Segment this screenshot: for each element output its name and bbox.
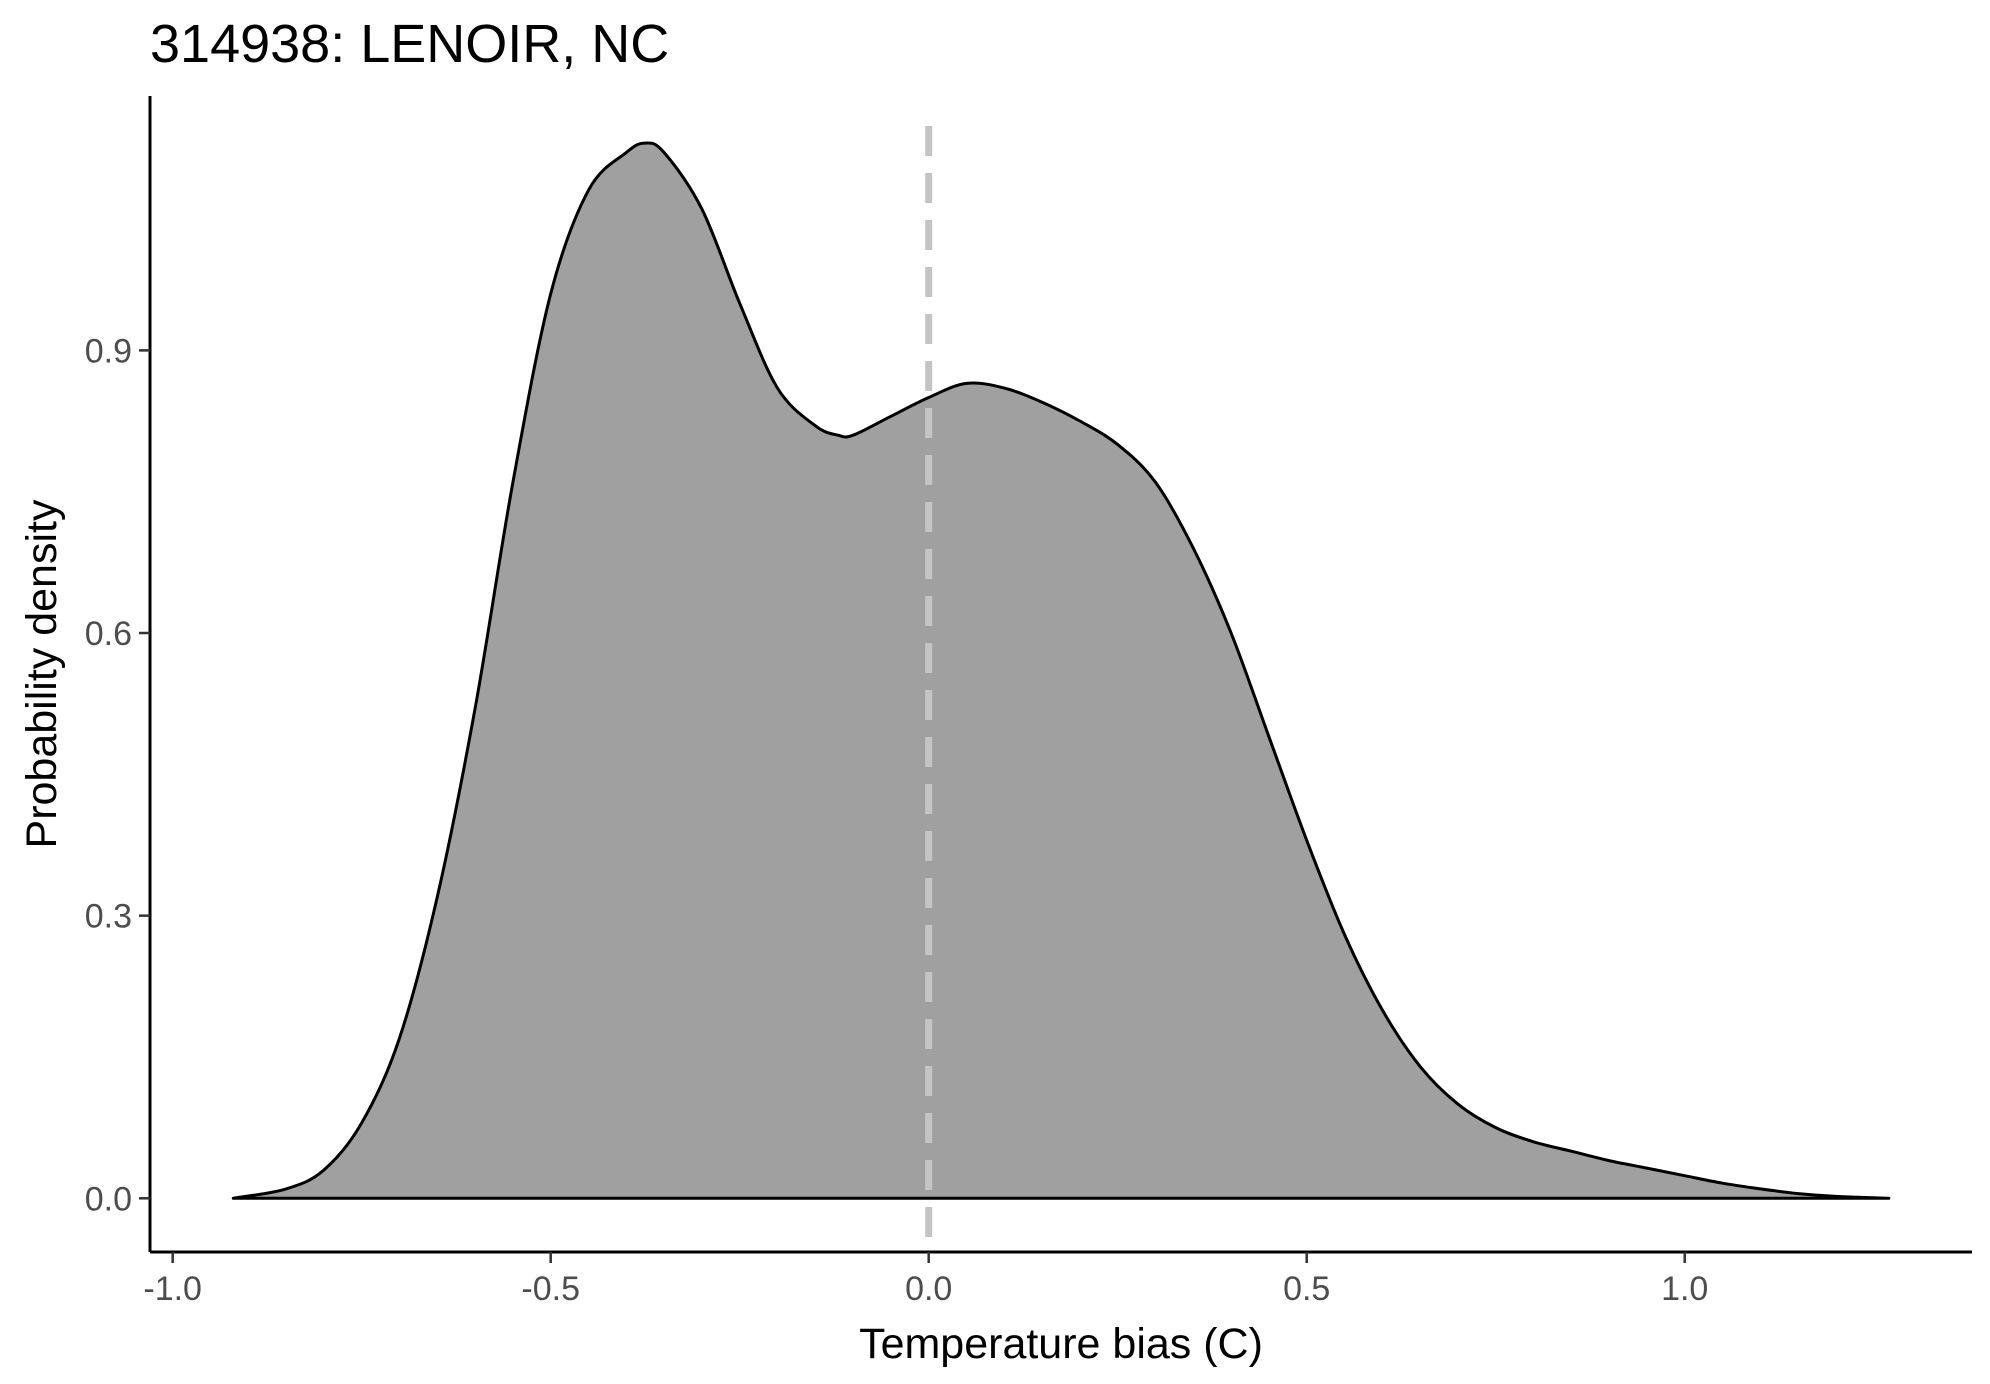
x-axis-title: Temperature bias (C) [859, 1320, 1263, 1368]
y-tick-label: 0.6 [85, 615, 132, 653]
y-tick-label: 0.0 [85, 1180, 132, 1218]
chart-title: 314938: LENOIR, NC [150, 14, 669, 74]
plot-area [231, 126, 1891, 1252]
y-axis-ticks: 0.0 0.3 0.6 0.9 [85, 332, 150, 1218]
y-tick-label: 0.9 [85, 332, 132, 370]
x-tick-label: 0.0 [905, 1270, 952, 1308]
density-area [231, 141, 1891, 1200]
x-tick-label: -0.5 [521, 1270, 580, 1308]
y-tick-label: 0.3 [85, 898, 132, 936]
x-tick-label: -1.0 [143, 1270, 202, 1308]
x-tick-label: 1.0 [1661, 1270, 1708, 1308]
x-tick-label: 0.5 [1283, 1270, 1330, 1308]
y-axis-title: Probability density [18, 499, 66, 848]
x-axis-ticks: -1.0 -0.5 0.0 0.5 1.0 [143, 1252, 1708, 1308]
